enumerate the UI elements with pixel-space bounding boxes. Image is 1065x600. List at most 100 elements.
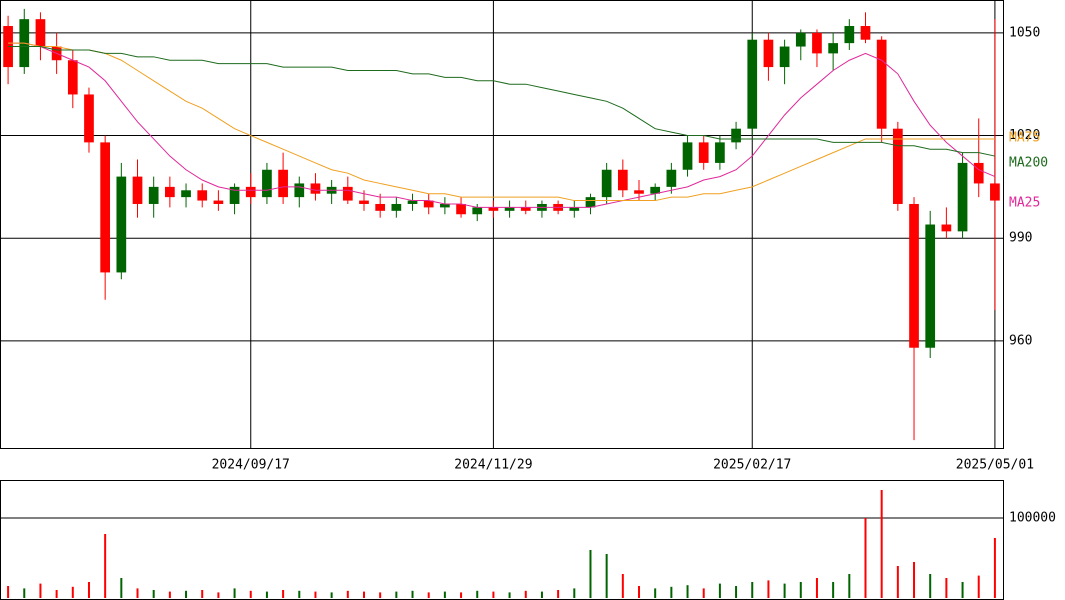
volume-bar (638, 586, 641, 598)
y-tick-label: 990 (1009, 231, 1032, 246)
candle-body (731, 128, 741, 143)
volume-bar (880, 490, 883, 598)
volume-bar (55, 590, 58, 598)
candle-body (245, 186, 256, 198)
volume-bar (929, 574, 932, 598)
volume-bar (346, 590, 349, 598)
volume-bar (443, 591, 446, 598)
candle-body (828, 43, 838, 54)
y-tick-label: 1050 (1009, 25, 1040, 40)
volume-bar (621, 574, 624, 598)
candle-body (181, 190, 191, 198)
volume-bar (152, 590, 155, 598)
candle-body (763, 39, 774, 68)
candle-body (132, 176, 143, 204)
candle-body (84, 94, 94, 143)
volume-bar (589, 550, 592, 598)
candle-body (67, 60, 78, 95)
volume-bar (298, 590, 301, 598)
volume-bar (411, 590, 414, 598)
volume-bar (492, 591, 495, 598)
volume-bar (476, 590, 479, 598)
volume-bar (815, 578, 818, 598)
candle-body (812, 32, 822, 54)
volume-tick-label: 100000 (1009, 511, 1056, 526)
candle-body (876, 39, 887, 129)
volume-bar (686, 585, 689, 598)
volume-bar (945, 578, 948, 598)
legend-label: MA200 (1009, 156, 1048, 171)
legend-label: MA75 (1009, 131, 1040, 146)
candle-body (148, 186, 159, 204)
candle-body (197, 190, 208, 201)
candle-body (440, 203, 450, 208)
volume-bar (362, 591, 365, 598)
volume-bar (735, 586, 738, 598)
volume-bar (557, 590, 560, 598)
candle-body (342, 186, 353, 201)
volume-bar (233, 588, 236, 598)
moving-average-line (8, 42, 996, 208)
volume-bar (104, 534, 107, 598)
candle-body (650, 186, 661, 194)
moving-average-line (8, 42, 995, 202)
volume-bar (718, 583, 721, 598)
volume-bar (783, 583, 786, 598)
volume-bar (136, 588, 139, 598)
candle-body (698, 142, 709, 163)
candle-body (407, 200, 418, 204)
candle-body (860, 26, 871, 40)
y-tick-label: 1020 (1009, 128, 1040, 143)
volume-bar (913, 562, 916, 598)
candle-body (634, 190, 644, 194)
volume-bar (751, 582, 754, 598)
volume-bar (282, 590, 285, 598)
volume-bar (524, 590, 527, 598)
candle-body (278, 169, 288, 198)
candle-body (747, 39, 758, 129)
volume-bar (87, 582, 90, 598)
legend-label: MA25 (1009, 196, 1040, 211)
candle-body (456, 203, 466, 215)
candle-body (504, 207, 515, 211)
candle-body (892, 128, 903, 204)
candle-body (779, 46, 790, 68)
volume-bar (201, 590, 204, 598)
candle-body (488, 207, 499, 211)
volume-bar (864, 518, 867, 598)
volume-bar (120, 578, 123, 598)
candle-body (569, 207, 580, 211)
volume-bar (314, 591, 317, 598)
candle-body (359, 200, 369, 204)
volume-bar (217, 592, 220, 598)
candle-body (990, 183, 1000, 201)
volume-bar (395, 591, 398, 598)
candle-body (213, 200, 224, 204)
candle-body (423, 200, 434, 208)
candle-body (165, 186, 175, 198)
candle-body (35, 19, 46, 47)
volume-bar (848, 574, 851, 598)
x-tick-label: 2024/11/29 (454, 458, 532, 473)
volume-bar (330, 592, 333, 598)
volume-bar (702, 588, 705, 598)
price-frame (0, 0, 1004, 449)
candle-body (957, 162, 968, 232)
volume-bar (249, 590, 252, 598)
volume-frame (0, 480, 1004, 600)
candle-body (925, 224, 936, 348)
candle-body (294, 183, 305, 198)
x-tick-label: 2025/02/17 (713, 458, 791, 473)
moving-average-line (8, 46, 996, 157)
candle-body (973, 162, 984, 184)
candle-body (472, 207, 483, 215)
volume-bar (265, 591, 268, 598)
volume-bar (168, 591, 171, 598)
candle-body (715, 142, 725, 163)
volume-bar (993, 538, 996, 598)
candle-body (909, 203, 919, 348)
candle-body (262, 169, 272, 198)
candle-body (375, 203, 386, 211)
candle-body (941, 224, 952, 232)
candle-body (229, 186, 240, 204)
